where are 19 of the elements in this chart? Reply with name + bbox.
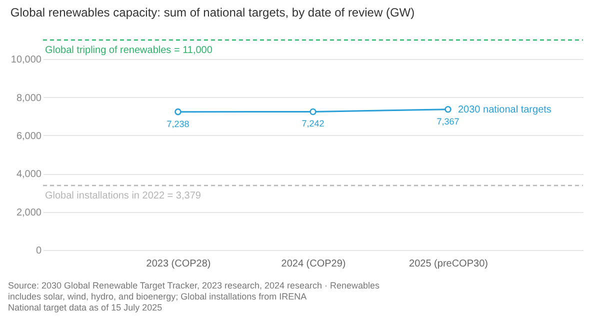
y-tick-label: 8,000 <box>16 92 42 104</box>
y-tick-label: 10,000 <box>10 54 42 66</box>
y-tick-label: 2,000 <box>16 207 42 218</box>
y-tick-label: 0 <box>36 246 42 256</box>
y-tick-label: 4,000 <box>16 169 42 180</box>
x-tick-label: 2024 (COP29) <box>281 258 346 270</box>
series-label: 2030 national targets <box>458 104 552 116</box>
data-label: 7,242 <box>302 118 324 129</box>
x-tick-label: 2025 (preCOP30) <box>409 258 488 270</box>
text: National target data as of 15 July 2025 <box>8 302 162 312</box>
x-tick-label: 2023 (COP28) <box>146 258 211 270</box>
data-label: 7,238 <box>166 118 190 129</box>
ref-line-label: Global installations in 2022 = 3,379 <box>45 190 202 202</box>
chart-title: Global renewables capacity: sum of national targets, by date of review (GW) <box>10 5 415 20</box>
source-note: Source: 2030 Global Renewable Target Tracker, 2023 research, 2024 research · Renewables <box>8 280 380 290</box>
ref-line-label: Global tripling of renewables = 11,000 <box>45 45 213 56</box>
text: includes solar, wind, hydro, and bioenergy; Global installations from IRENA <box>8 292 307 302</box>
data-label: 7,367 <box>436 116 460 126</box>
y-tick-label: 6,000 <box>16 130 42 142</box>
